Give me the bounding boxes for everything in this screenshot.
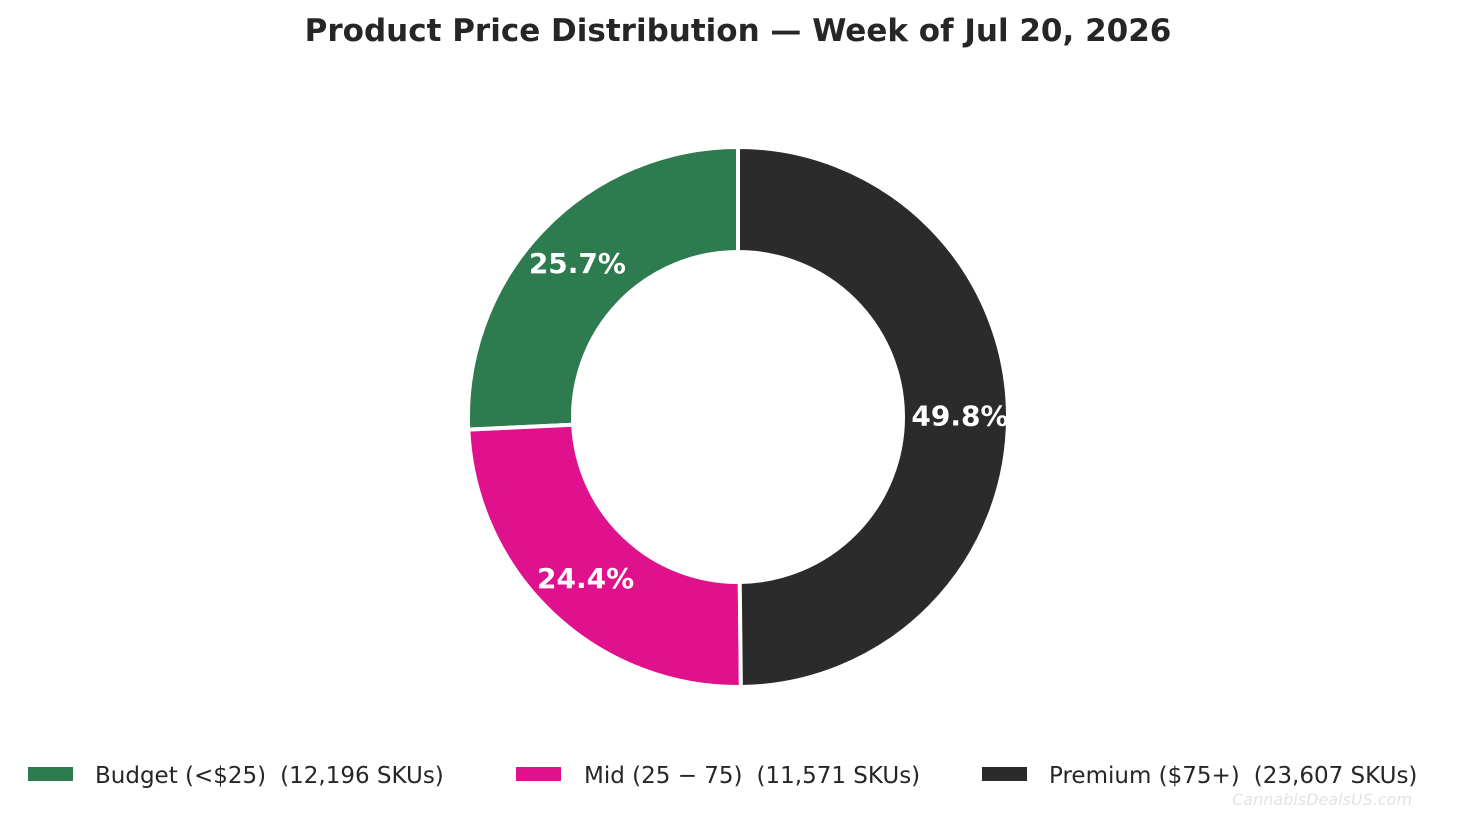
legend-series-name: Budget (<$25): [95, 763, 266, 789]
watermark: CannabisDealsUS.com: [1232, 790, 1412, 809]
donut-slices: [466, 144, 1011, 690]
legend-item-premium[interactable]: Premium ($75+) (23,607 SKUs): [982, 763, 1417, 789]
legend-count: (11,571 SKUs): [757, 763, 921, 789]
legend-count: (12,196 SKUs): [280, 763, 444, 789]
donut-slice-budget[interactable]: [466, 144, 740, 432]
legend-count: (23,607 SKUs): [1254, 763, 1418, 789]
legend-series-name: Mid (25 − 75): [584, 763, 743, 789]
legend: Budget (<$25) (12,196 SKUs) Mid (25 − 75)…: [28, 763, 1417, 789]
chart-title: Product Price Distribution — Week of Jul…: [305, 13, 1172, 49]
legend-item-mid[interactable]: Mid (25 − 75) (11,571 SKUs): [516, 763, 920, 789]
legend-swatch-budget: [28, 767, 73, 781]
legend-swatch-premium: [982, 767, 1027, 781]
slice-label-budget: 25.7%: [529, 247, 626, 280]
legend-swatch-mid: [516, 767, 561, 781]
legend-label-premium: Premium ($75+) (23,607 SKUs): [1049, 763, 1417, 789]
donut-slice-premium[interactable]: [736, 144, 1011, 690]
legend-label-mid: Mid (25 − 75) (11,571 SKUs): [584, 763, 920, 789]
slice-label-mid: 24.4%: [537, 562, 634, 595]
legend-item-budget[interactable]: Budget (<$25) (12,196 SKUs): [28, 763, 444, 789]
slice-label-premium: 49.8%: [911, 399, 1008, 432]
slice-labels: 25.7% 24.4% 49.8%: [529, 247, 1009, 595]
legend-series-name: Premium ($75+): [1049, 763, 1240, 789]
legend-label-budget: Budget (<$25) (12,196 SKUs): [95, 763, 444, 789]
donut-slice-mid[interactable]: [466, 422, 743, 689]
